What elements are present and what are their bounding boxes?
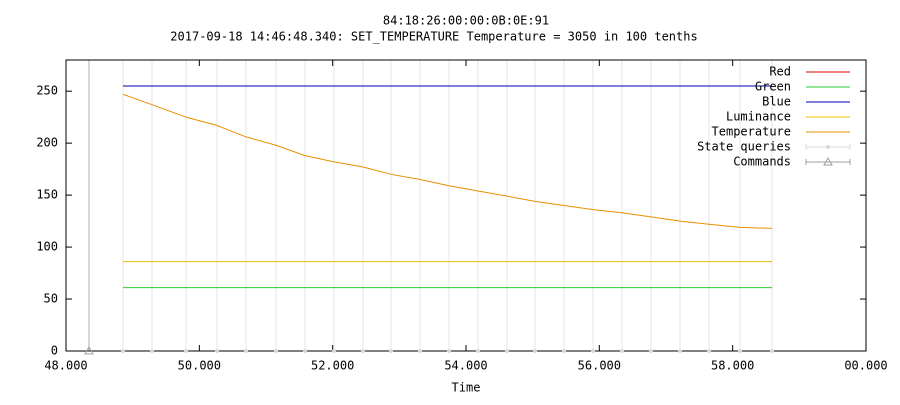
state-query-point (361, 349, 365, 353)
legend-label: Luminance (726, 110, 791, 124)
command-marker (84, 345, 94, 355)
state-query-point (649, 349, 653, 353)
state-query-point (620, 349, 624, 353)
state-query-point (591, 349, 595, 353)
state-query-point (678, 349, 682, 353)
legend-label: State queries (697, 140, 791, 154)
x-tick-label: 48.000 (44, 359, 87, 373)
state-query-point (303, 349, 307, 353)
y-tick-label: 250 (36, 84, 58, 98)
state-query-point (332, 349, 336, 353)
legend-label: Blue (762, 95, 791, 109)
legend-label: Red (769, 65, 791, 79)
state-query-point (150, 349, 154, 353)
legend-label: Temperature (712, 125, 791, 139)
x-tick-label: 54.000 (444, 359, 487, 373)
series-line (122, 93, 773, 229)
chart-title: 84:18:26:00:00:0B:0E:91 (383, 14, 549, 28)
y-tick-label: 100 (36, 240, 58, 254)
x-tick-label: 58.000 (711, 359, 754, 373)
state-query-point (476, 349, 480, 353)
state-query-point (244, 349, 248, 353)
state-query-point (389, 349, 393, 353)
y-tick-label: 200 (36, 136, 58, 150)
state-query-point (447, 349, 451, 353)
chart-subtitle: 2017-09-18 14:46:48.340: SET_TEMPERATURE… (170, 30, 697, 44)
legend-label: Commands (733, 155, 791, 169)
state-query-point (184, 349, 188, 353)
state-query-point (533, 349, 537, 353)
legend-swatch (823, 156, 833, 166)
x-axis-label: Time (452, 381, 481, 395)
legend-label: Green (755, 80, 791, 94)
x-tick-label: 52.000 (311, 359, 354, 373)
y-tick-label: 150 (36, 188, 58, 202)
state-query-point (274, 349, 278, 353)
y-tick-label: 50 (44, 292, 58, 306)
y-tick-label: 0 (51, 344, 58, 358)
state-query-point (505, 349, 509, 353)
state-query-point (562, 349, 566, 353)
state-query-point (738, 349, 742, 353)
state-query-point (121, 349, 125, 353)
x-tick-label: 00.000 (844, 359, 887, 373)
x-tick-label: 56.000 (578, 359, 621, 373)
state-query-point (215, 349, 219, 353)
state-query-point (707, 349, 711, 353)
x-tick-label: 50.000 (178, 359, 221, 373)
legend-swatch (826, 145, 830, 149)
state-query-point (418, 349, 422, 353)
state-query-point (770, 349, 774, 353)
